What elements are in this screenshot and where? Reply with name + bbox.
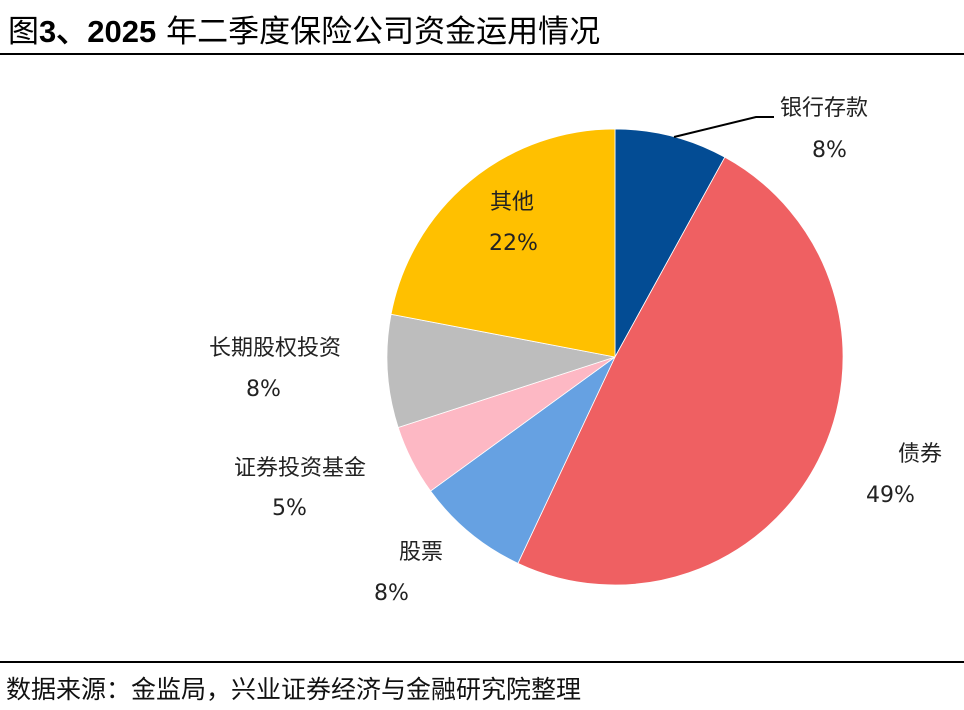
data-source: 数据来源：金监局，兴业证券经济与金融研究院整理 [6, 675, 582, 704]
label-bank-deposits-name: 银行存款 [780, 96, 868, 121]
title-text: 年二季度保险公司资金运用情况 [156, 14, 601, 50]
label-bonds-pct: 49% [866, 483, 915, 508]
label-bank-deposits-pct: 8% [812, 138, 847, 163]
slice-stocks [429, 356, 616, 564]
label-other-pct: 22% [489, 231, 538, 256]
title-number: 3、2025 [39, 14, 157, 49]
leader-line [673, 116, 774, 138]
label-equity-pct: 8% [246, 377, 281, 402]
slice-long-term-equity [386, 313, 616, 428]
label-funds-pct: 5% [272, 496, 307, 521]
label-funds-name: 证券投资基金 [234, 456, 366, 481]
label-bonds-name: 债券 [898, 442, 942, 467]
slice-bonds [517, 156, 844, 586]
top-divider [0, 53, 964, 55]
label-stocks-name: 股票 [399, 540, 443, 565]
label-stocks-pct: 8% [374, 581, 409, 606]
title-prefix: 图 [8, 14, 39, 50]
slice-bank-deposits [614, 128, 726, 358]
slice-other [390, 128, 616, 358]
label-equity-name: 长期股权投资 [209, 336, 341, 361]
label-other-name: 其他 [490, 190, 534, 215]
chart-title: 图3、2025 年二季度保险公司资金运用情况 [8, 6, 600, 51]
pie-slices [386, 128, 844, 586]
bottom-divider [0, 661, 964, 663]
